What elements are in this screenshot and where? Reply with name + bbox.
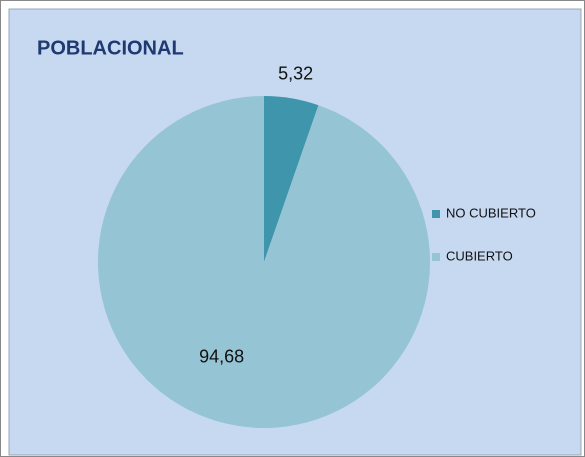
- pie-slice: [97, 96, 431, 428]
- data-label: 5,32: [278, 63, 313, 83]
- legend-swatch: [432, 253, 440, 261]
- legend-swatch: [432, 210, 440, 218]
- pie-slice: [264, 96, 319, 262]
- legend-label: NO CUBIERTO: [446, 205, 536, 220]
- legend-label: CUBIERTO: [446, 248, 513, 263]
- data-label: 94,68: [199, 346, 244, 366]
- chart-title: POBLACIONAL: [37, 37, 184, 59]
